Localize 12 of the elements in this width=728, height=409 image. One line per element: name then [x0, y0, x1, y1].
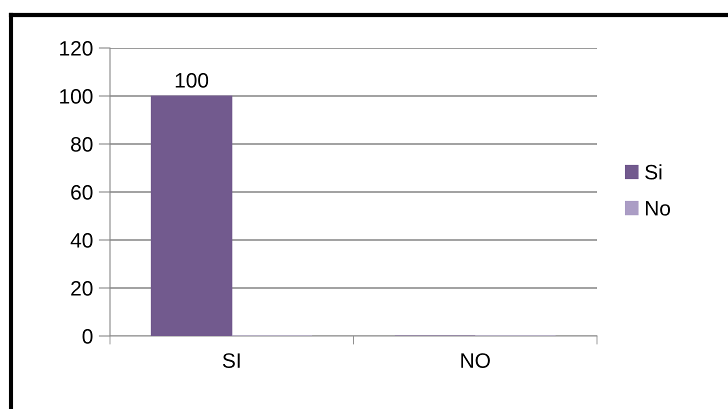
- y-tick-label: 100: [60, 89, 93, 104]
- y-tick-label: 0: [82, 329, 93, 344]
- y-tick-label: 20: [71, 281, 93, 296]
- data-label: 100: [176, 72, 208, 88]
- x-tick-label: NO: [461, 353, 490, 368]
- y-tick-label: 60: [71, 185, 93, 200]
- y-tick-label: 80: [71, 137, 93, 152]
- y-tick-label: 120: [60, 41, 93, 56]
- legend-label: Si: [645, 164, 662, 180]
- legend-label: No: [646, 201, 670, 216]
- x-tick-label: SI: [222, 353, 240, 368]
- y-tick-label: 40: [70, 233, 93, 248]
